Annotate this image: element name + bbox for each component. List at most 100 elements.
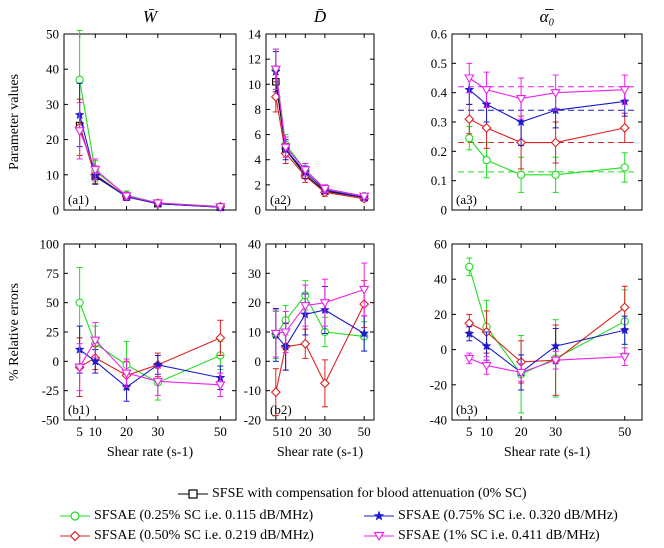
data-point bbox=[319, 185, 331, 195]
legend-marker-triangle-icon bbox=[364, 531, 394, 542]
y-tick-label: 40 bbox=[434, 272, 447, 287]
series-line bbox=[468, 137, 625, 176]
y-tick-label: 0.6 bbox=[431, 27, 448, 42]
data-point bbox=[465, 262, 474, 272]
series-line bbox=[79, 79, 221, 208]
legend-item-sc075: SFSAE (0.75% SC i.e. 0.320 dB/MHz) bbox=[364, 508, 618, 524]
data-point bbox=[319, 299, 331, 309]
data-point bbox=[270, 387, 281, 398]
y-tick-label: -20 bbox=[244, 413, 261, 428]
x-tick-label: 30 bbox=[549, 424, 562, 439]
x-axis-label: Shear rate (s-1) bbox=[277, 445, 364, 460]
legend-item-sc100: SFSAE (1% SC i.e. 0.411 dB/MHz) bbox=[364, 528, 600, 544]
legend-marker-diamond-icon bbox=[60, 530, 90, 542]
data-point bbox=[550, 137, 561, 148]
panel-title: α̅₀ bbox=[540, 7, 555, 26]
data-point bbox=[90, 165, 101, 176]
series-sc100 bbox=[74, 322, 226, 398]
y-tick-label: 0 bbox=[441, 342, 448, 357]
y-tick-label: 20 bbox=[46, 132, 59, 147]
y-tick-label: -40 bbox=[430, 413, 447, 428]
y-tick-label: 75 bbox=[46, 266, 59, 281]
data-point bbox=[464, 318, 475, 329]
panel-label: (a3) bbox=[456, 192, 477, 207]
x-tick-label: 5 bbox=[466, 424, 473, 439]
series-sc075 bbox=[270, 51, 370, 202]
data-point bbox=[90, 336, 101, 346]
series-line bbox=[79, 349, 221, 388]
data-point bbox=[464, 74, 475, 84]
data-point bbox=[359, 285, 370, 295]
y-tick-label: 10 bbox=[46, 167, 59, 182]
x-tick-label: 50 bbox=[358, 424, 371, 439]
data-point bbox=[619, 324, 630, 335]
panel-label: (b3) bbox=[456, 402, 478, 417]
y-tick-label: 60 bbox=[434, 237, 447, 252]
y-tick-label: 40 bbox=[248, 237, 261, 252]
data-point bbox=[215, 203, 226, 213]
series-sc100 bbox=[74, 102, 226, 213]
x-tick-label: 20 bbox=[515, 424, 528, 439]
data-point bbox=[464, 114, 475, 125]
data-point bbox=[74, 363, 85, 373]
y-tick-label: -50 bbox=[42, 413, 59, 428]
legend-label-sc100: SFSAE (1% SC i.e. 0.411 dB/MHz) bbox=[398, 528, 600, 543]
y-tick-label: 0 bbox=[53, 203, 60, 218]
x-tick-label: 5 bbox=[273, 424, 280, 439]
data-point bbox=[319, 378, 330, 389]
y-tick-label: 0.3 bbox=[431, 115, 447, 130]
data-point bbox=[215, 381, 226, 391]
series-sc050 bbox=[74, 98, 226, 212]
data-point bbox=[121, 192, 132, 202]
y-axis-label: % Relative errors bbox=[7, 283, 22, 381]
series-sc100 bbox=[464, 62, 630, 120]
series-sc025 bbox=[465, 125, 629, 193]
y-tick-label: 40 bbox=[46, 62, 59, 77]
series-sc025 bbox=[271, 48, 369, 201]
data-point bbox=[215, 332, 226, 343]
legend-marker-circle-icon bbox=[60, 511, 90, 521]
panel-a2: 0 2 4 6 8 10 12 14 (a2) D̄ bbox=[248, 7, 375, 218]
data-point bbox=[465, 133, 474, 143]
data-point bbox=[481, 361, 492, 371]
legend-item-sfse: SFSE with compensation for blood attenua… bbox=[178, 486, 527, 502]
panel-frame bbox=[265, 33, 375, 211]
data-point bbox=[619, 302, 630, 313]
y-tick-label: 0.2 bbox=[431, 144, 447, 159]
data-point bbox=[619, 86, 630, 96]
x-tick-label: 30 bbox=[318, 424, 331, 439]
series-sc050 bbox=[74, 319, 226, 398]
series-line bbox=[275, 69, 365, 197]
panel-label: (a1) bbox=[68, 192, 89, 207]
data-point bbox=[74, 127, 85, 137]
y-tick-label: 30 bbox=[248, 266, 261, 281]
panel-a1: 0 10 20 30 40 50 (a1) W̄ Parameter values bbox=[7, 7, 237, 218]
data-point bbox=[482, 155, 491, 165]
x-tick-label: 10 bbox=[480, 424, 493, 439]
series-line bbox=[79, 125, 221, 208]
data-point bbox=[550, 356, 561, 366]
data-point bbox=[515, 94, 527, 105]
y-tick-label: 50 bbox=[46, 27, 59, 42]
data-point bbox=[516, 116, 527, 127]
panel-frame bbox=[63, 33, 237, 211]
y-tick-label: 0 bbox=[255, 203, 262, 218]
y-tick-label: 25 bbox=[46, 325, 59, 340]
panel-label: (b2) bbox=[270, 402, 292, 417]
series-sc025 bbox=[75, 266, 225, 401]
series-line bbox=[275, 71, 365, 198]
legend-item-sc050: SFSAE (0.50% SC i.e. 0.219 dB/MHz) bbox=[60, 528, 314, 544]
y-tick-label: -20 bbox=[430, 377, 447, 392]
y-tick-label: 50 bbox=[46, 295, 59, 310]
data-point bbox=[515, 368, 527, 378]
x-tick-label: 20 bbox=[299, 424, 312, 439]
x-tick-label: 5 bbox=[76, 424, 83, 439]
y-tick-label: 2 bbox=[255, 177, 262, 192]
y-tick-label: 10 bbox=[248, 77, 261, 92]
panel-label: (b1) bbox=[68, 402, 90, 417]
y-tick-label: 20 bbox=[248, 295, 261, 310]
series-sc100 bbox=[464, 347, 630, 382]
series-line bbox=[275, 81, 365, 198]
